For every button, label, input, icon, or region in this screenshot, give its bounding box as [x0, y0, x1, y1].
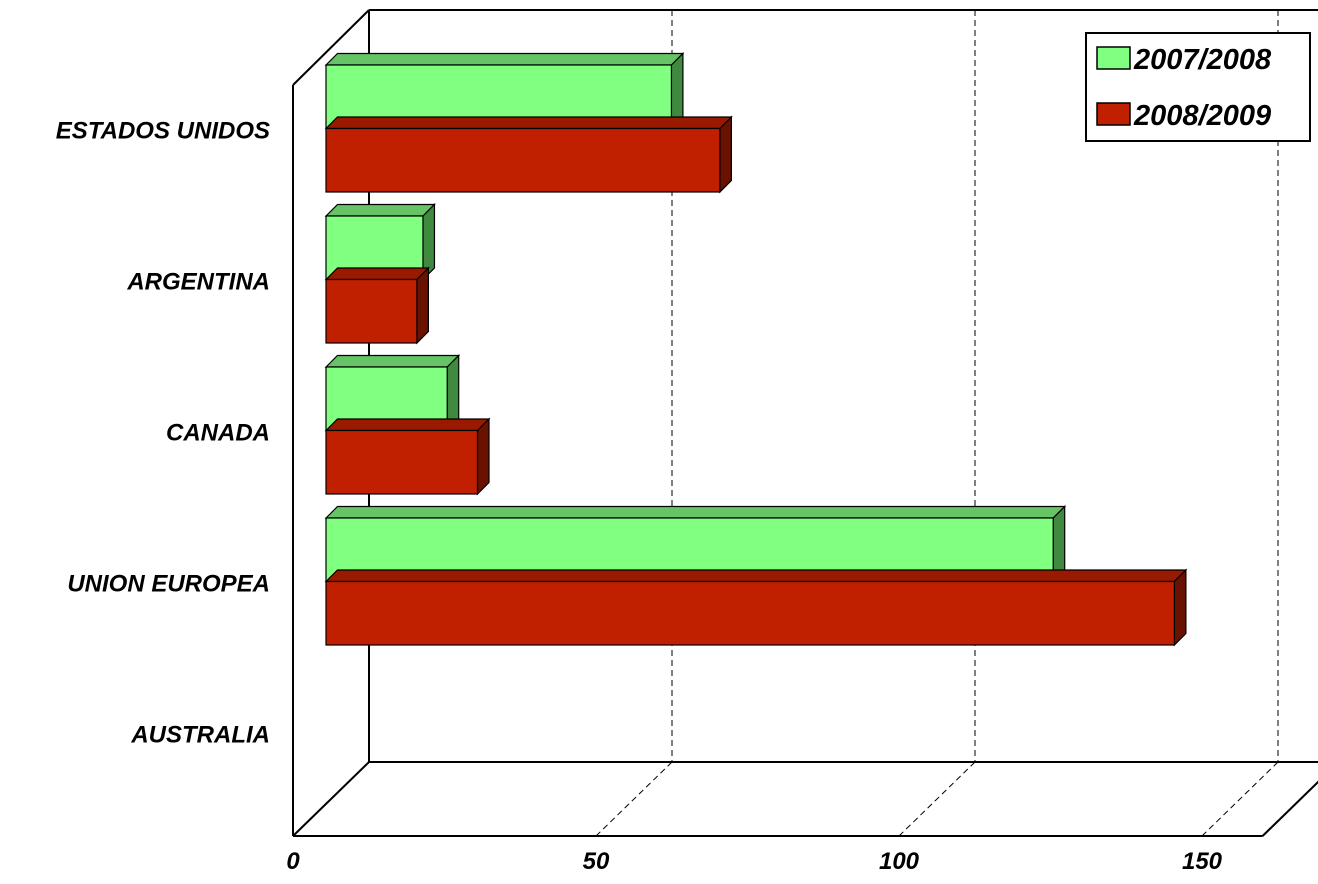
gridline-floor-150 — [1201, 761, 1279, 837]
legend: 2007/2008 2008/2009 — [1085, 32, 1311, 142]
legend-label-2007-2008: 2007/2008 — [1133, 44, 1272, 76]
bar-top-2008-2009-estados-unidos — [324, 116, 733, 130]
x-tick-labels: 0 50 100 150 — [286, 848, 1222, 875]
gridline-floor-50 — [595, 761, 673, 837]
chart-frame — [292, 9, 1318, 837]
x-tick-label-50: 50 — [583, 848, 610, 875]
bars — [324, 52, 1188, 647]
category-label-australia: AUSTRALIA — [130, 722, 270, 749]
x-tick-label-0: 0 — [286, 848, 300, 875]
gridline-floor-100 — [898, 761, 976, 837]
legend-swatch-2007-2008 — [1096, 46, 1131, 70]
bar-top-2007-2008-argentina — [324, 203, 436, 217]
bar-side-2008-2009-union-europea — [1173, 568, 1187, 647]
category-label-union-europea: UNION EUROPEA — [67, 571, 270, 598]
bar-side-2008-2009-argentina — [416, 266, 429, 345]
category-label-canada: CANADA — [166, 420, 270, 447]
bar-2008-2009-estados-unidos — [325, 127, 721, 193]
bar-2008-2009-canada — [325, 429, 479, 495]
x-tick-label-150: 150 — [1182, 848, 1223, 875]
floor-left-edge — [292, 761, 370, 837]
bar-top-2008-2009-canada — [324, 418, 491, 432]
floor-right-edge — [1261, 780, 1318, 837]
bar-2008-2009-union-europea — [325, 580, 1176, 646]
category-label-estados-unidos: ESTADOS UNIDOS — [56, 118, 270, 145]
legend-label-2008-2009: 2008/2009 — [1133, 100, 1271, 132]
bar-side-2008-2009-canada — [476, 417, 490, 496]
bar-side-2008-2009-estados-unidos — [719, 115, 733, 194]
left-wall-top-edge — [292, 9, 370, 86]
x-tick-label-100: 100 — [879, 848, 920, 875]
bar-top-2007-2008-union-europea — [324, 505, 1067, 519]
bar-top-2007-2008-canada — [324, 354, 461, 368]
category-labels: ESTADOS UNIDOS ARGENTINA CANADA UNION EUROP… — [56, 118, 270, 749]
category-label-argentina: ARGENTINA — [126, 269, 270, 296]
bar-top-2008-2009-argentina — [324, 267, 430, 281]
bar-top-2007-2008-estados-unidos — [324, 52, 685, 66]
legend-swatch-2008-2009 — [1096, 102, 1131, 126]
bar-top-2008-2009-union-europea — [324, 569, 1188, 583]
bar-2008-2009-argentina — [325, 278, 418, 344]
